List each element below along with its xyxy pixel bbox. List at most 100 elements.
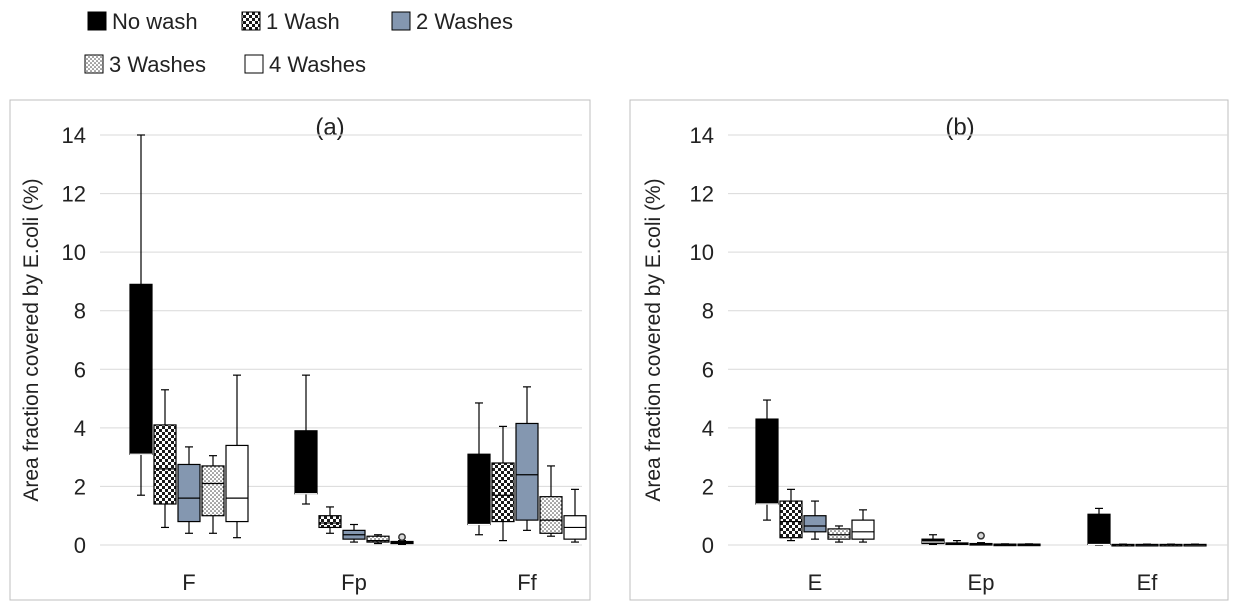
panel-a-y-ticks: 0 2 4 6 8 10 12 14 [62,123,86,558]
legend-label: 2 Washes [416,9,513,34]
panel-b-frame [629,99,1229,601]
x-category-label: Ep [968,570,995,595]
box-Fp-series-3 [366,534,390,545]
box-body [515,422,539,521]
box-body [755,418,779,505]
box-body [153,424,177,505]
legend-swatch [241,11,261,31]
x-category-label: E [808,570,823,595]
y-tick-label: 2 [74,474,86,499]
box-Ff-series-4 [563,488,587,543]
box-Ep-series-2 [969,531,993,546]
legend-label: No wash [112,9,198,34]
box-body [539,496,563,534]
box-Ff-series-2 [515,386,539,531]
box-Ef-series-3 [1159,543,1183,547]
panel-a: (a) Area fraction covered by E.coli (%) … [9,99,591,601]
box-body [294,430,318,495]
x-category-label: F [182,570,195,595]
box-Ef-series-0 [1087,507,1111,546]
box-E-series-3 [827,525,851,543]
panel-b-y-ticks: 0 2 4 6 8 10 12 14 [690,123,714,558]
box-body [318,515,342,529]
legend-swatch [87,11,107,31]
legend-label: 4 Washes [269,52,366,77]
panel-b-gridlines [728,134,1228,546]
panel-a-x-ticks: F Fp Ff [182,570,537,595]
box-E-series-2 [803,500,827,540]
box-Ep-series-1 [945,540,969,546]
box-body [491,462,515,523]
panel-a-y-axis-label: Area fraction covered by E.coli (%) [20,178,43,501]
box-Ef-series-2 [1135,543,1159,547]
box-body [201,465,225,517]
outlier-point [398,533,406,542]
box-Ep-series-3 [993,543,1017,547]
y-tick-label: 4 [74,416,86,441]
box-F-series-2 [177,446,201,534]
box-Fp-series-1 [318,506,342,534]
box-F-series-4 [225,374,249,539]
panel-a-boxes [129,134,587,546]
panel-b-y-axis-label: Area fraction covered by E.coli (%) [642,178,665,501]
box-Fp-series-4 [390,533,414,546]
legend-swatch [244,54,264,74]
panel-b-x-ticks: E Ep Ef [808,570,1159,595]
x-category-label: Ff [517,570,537,595]
box-F-series-0 [129,134,153,496]
panel-b: (b) Area fraction covered by E.coli (%) … [629,99,1229,601]
box-Ff-series-1 [491,425,515,542]
panel-a-frame [9,99,591,601]
box-F-series-1 [153,389,177,529]
legend-label: 1 Wash [266,9,340,34]
y-tick-label: 6 [74,357,86,382]
box-Ep-series-4 [1017,543,1041,547]
box-Ff-series-3 [539,465,563,537]
y-tick-label: 0 [74,533,86,558]
y-tick-label: 10 [62,240,86,265]
legend-swatch [391,11,411,31]
box-body [129,283,153,455]
y-tick-label: 8 [74,299,86,324]
y-tick-label: 14 [62,123,86,148]
y-tick-label: 6 [702,357,714,382]
y-tick-label: 12 [62,182,86,207]
panel-b-label: (b) [945,114,974,141]
outlier-point [977,531,985,540]
box-body [827,528,851,540]
x-category-label: Ef [1137,570,1159,595]
box-body [803,515,827,533]
panel-a-label: (a) [315,114,344,141]
legend: No wash 1 Wash 2 Washes 3 Washes 4 Washes [84,9,513,77]
panel-b-boxes [755,399,1207,547]
legend-label: 3 Washes [109,52,206,77]
box-body [177,463,201,523]
box-Ef-series-4 [1183,543,1207,547]
box-E-series-4 [851,509,875,543]
box-Ff-series-0 [467,402,491,536]
box-E-series-1 [779,488,803,542]
y-tick-label: 14 [690,123,714,148]
box-Ep-series-0 [921,534,945,546]
box-body [467,453,491,526]
y-tick-label: 0 [702,533,714,558]
y-tick-label: 4 [702,416,714,441]
y-tick-label: 8 [702,299,714,324]
box-body [921,538,945,545]
y-tick-label: 12 [690,182,714,207]
box-body [366,535,390,543]
box-Ef-series-1 [1111,543,1135,547]
box-body [1087,513,1111,546]
box-body [225,444,249,523]
legend-swatch [84,54,104,74]
box-Fp-series-0 [294,374,318,505]
box-F-series-3 [201,455,225,534]
x-category-label: Fp [341,570,367,595]
y-tick-label: 2 [702,474,714,499]
box-Fp-series-2 [342,523,366,543]
box-E-series-0 [755,399,779,521]
y-tick-label: 10 [690,240,714,265]
box-body [851,519,875,540]
